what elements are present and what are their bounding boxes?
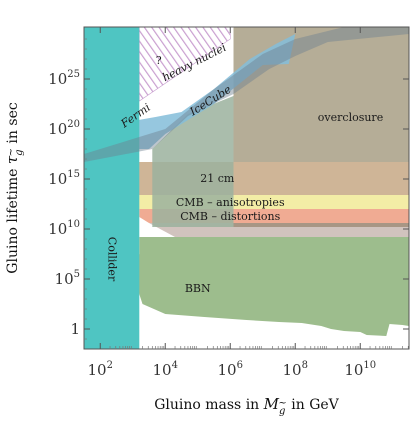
- x-tick-label: 108: [283, 360, 308, 379]
- x-tick-label: 102: [88, 360, 113, 379]
- y-axis-title: Gluino lifetime τg~ in sec: [3, 102, 25, 274]
- label-21-cm: 21 cm: [200, 172, 235, 185]
- label-overclosure: overclosure: [318, 111, 383, 124]
- y-tick-label: 105: [55, 269, 80, 288]
- regions-layer: [84, 27, 409, 349]
- label-collider: Collider: [106, 237, 119, 282]
- x-tick-label: 104: [153, 360, 178, 379]
- label-cmb-distortions: CMB – distortions: [180, 210, 280, 223]
- label-question: ?: [156, 54, 162, 67]
- x-axis-title: Gluino mass in Mg~ in GeV: [154, 395, 339, 417]
- y-tick-label: 1025: [48, 69, 80, 88]
- x-tick-label: 106: [218, 360, 243, 379]
- region-collider: [84, 27, 140, 349]
- y-tick-label: 1010: [48, 219, 80, 238]
- y-tick-label: 1: [70, 320, 80, 338]
- ticks-layer: 102 104 106 108 1010 1 105 1010 1015 1020 1025: [48, 27, 409, 379]
- region-overlap-10: [84, 27, 409, 162]
- label-cmb-anisotropies: CMB – anisotropies: [176, 196, 285, 209]
- y-tick-label: 1015: [48, 169, 80, 188]
- region-bbn: [132, 237, 409, 336]
- label-bbn: BBN: [185, 282, 211, 295]
- y-tick-label: 1020: [48, 119, 80, 138]
- plot-frame: [83, 26, 410, 350]
- x-tick-label: 1010: [344, 360, 376, 379]
- region-icecube: [152, 96, 234, 227]
